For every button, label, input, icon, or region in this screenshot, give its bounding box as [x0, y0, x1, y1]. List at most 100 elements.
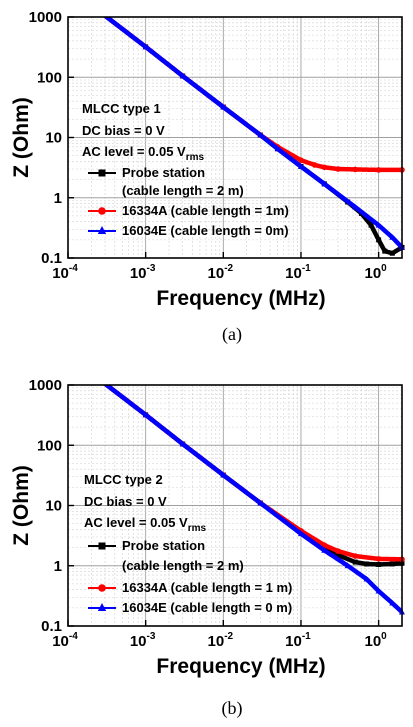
- data-point: [352, 203, 359, 210]
- data-point: [389, 234, 396, 240]
- x-tick-label: 10-2: [208, 263, 234, 282]
- annotation-line: MLCC type 2: [84, 472, 163, 487]
- data-point: [352, 166, 359, 173]
- legend-label: 16334A (cable length = 1 m): [122, 580, 292, 595]
- x-tick-exponent: -1: [302, 631, 311, 642]
- legend-label: 16034E (cable length = 0m): [122, 223, 289, 238]
- figure-caption: (a): [222, 324, 242, 345]
- x-tick-base: 10: [285, 633, 302, 650]
- data-point: [179, 440, 186, 447]
- data-point: [321, 164, 328, 171]
- annotation-line: AC level = 0.05 Vrms: [82, 144, 204, 163]
- x-tick-base: 10: [130, 265, 147, 282]
- x-tick-label: 100: [364, 263, 387, 282]
- annotation-subscript: rms: [186, 152, 205, 163]
- x-axis-label: Frequency (MHz): [156, 287, 325, 310]
- data-point: [389, 561, 395, 567]
- x-tick-base: 10: [130, 633, 147, 650]
- data-point: [382, 248, 388, 254]
- y-tick-label: 1000: [29, 377, 62, 394]
- legend-marker-circle: [98, 207, 106, 215]
- legend-label-continued: (cable length = 2 m): [122, 183, 244, 198]
- data-point: [220, 103, 227, 110]
- data-point: [375, 167, 382, 173]
- y-tick-label: 0.1: [41, 618, 62, 635]
- data-point: [274, 145, 281, 152]
- data-point: [389, 250, 395, 256]
- data-point: [375, 587, 382, 594]
- x-tick-label: 10-4: [52, 631, 78, 650]
- data-point: [364, 561, 370, 567]
- legend-marker-circle: [98, 584, 106, 592]
- x-tick-exponent: -4: [69, 631, 78, 642]
- data-point: [311, 162, 318, 168]
- x-tick-base: 10: [52, 265, 69, 282]
- data-point: [363, 575, 370, 582]
- data-point: [335, 552, 341, 558]
- data-point: [375, 556, 382, 562]
- x-tick-base: 10: [364, 633, 381, 650]
- x-tick-exponent: -3: [147, 631, 156, 642]
- figure-caption: (b): [222, 698, 243, 719]
- data-point: [335, 548, 341, 554]
- data-point: [389, 599, 396, 606]
- data-point: [142, 411, 149, 418]
- annotation-text: MLCC type 2: [84, 472, 163, 487]
- data-point: [375, 222, 382, 228]
- data-point: [257, 499, 264, 506]
- data-point: [321, 180, 328, 187]
- annotation-text: DC bias = 0 V: [82, 123, 165, 138]
- y-axis-label: Z (Ohm): [10, 97, 33, 177]
- x-tick-label: 100: [364, 631, 387, 650]
- x-tick-exponent: 0: [381, 263, 387, 274]
- x-tick-label: 10-3: [130, 631, 156, 650]
- x-tick-label: 10-2: [208, 631, 234, 650]
- data-point: [352, 553, 359, 559]
- data-point: [352, 559, 358, 565]
- annotation-line: MLCC type 1: [82, 101, 161, 116]
- grid: [68, 17, 402, 258]
- annotation-text: DC bias = 0 V: [84, 494, 167, 509]
- data-point: [142, 43, 149, 50]
- y-axis-label: Z (Ohm): [10, 465, 33, 545]
- data-point: [321, 547, 328, 553]
- data-point: [298, 157, 304, 163]
- x-tick-exponent: -2: [224, 263, 233, 274]
- legend-label: Probe station: [122, 538, 205, 553]
- x-tick-exponent: 0: [381, 631, 387, 642]
- data-point: [257, 131, 264, 138]
- y-tick-label: 10: [45, 130, 62, 147]
- data-point: [368, 222, 374, 228]
- x-tick-base: 10: [285, 265, 302, 282]
- data-point: [335, 166, 341, 172]
- data-point: [344, 562, 351, 569]
- data-point: [179, 72, 186, 79]
- x-tick-exponent: -4: [69, 263, 78, 274]
- legend-marker-square: [98, 542, 106, 550]
- legend-label: Probe station: [122, 165, 205, 180]
- data-point: [376, 561, 382, 567]
- y-tick-label: 1000: [29, 9, 62, 26]
- x-tick-base: 10: [52, 633, 69, 650]
- y-tick-label: 100: [37, 69, 62, 86]
- annotation-line: DC bias = 0 V: [82, 123, 165, 138]
- legend-label: 16034E (cable length = 0 m): [122, 600, 292, 615]
- data-point: [321, 542, 328, 548]
- legend-label: 16334A (cable length = 1m): [122, 203, 289, 218]
- x-tick-exponent: -1: [302, 263, 311, 274]
- legend-marker-square: [98, 169, 106, 177]
- x-tick-label: 10-4: [52, 263, 78, 282]
- x-tick-base: 10: [364, 265, 381, 282]
- y-tick-label: 10: [45, 498, 62, 515]
- annotation-subscript: rms: [188, 523, 207, 534]
- x-tick-label: 10-3: [130, 263, 156, 282]
- y-tick-label: 0.1: [41, 250, 62, 267]
- annotation-text: MLCC type 1: [82, 101, 161, 116]
- y-tick-label: 100: [37, 437, 62, 454]
- x-tick-label: 10-1: [285, 263, 311, 282]
- x-tick-base: 10: [208, 265, 225, 282]
- data-point: [297, 163, 304, 169]
- y-tick-label: 1: [54, 558, 62, 575]
